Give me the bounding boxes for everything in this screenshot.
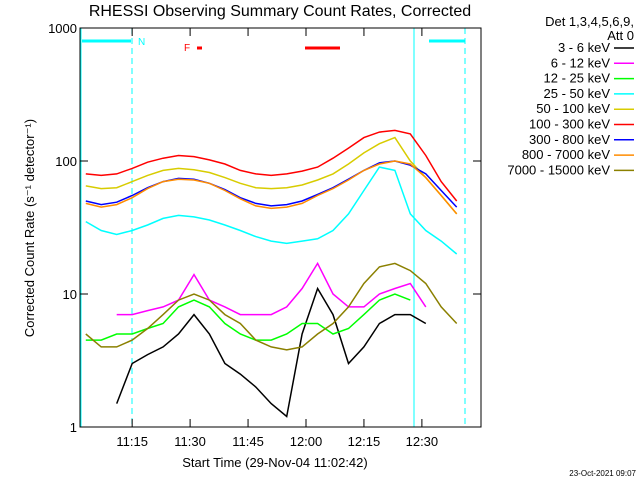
y-axis-label: Corrected Count Rate (s⁻¹ detector⁻¹) [22, 119, 37, 337]
series-line [85, 136, 458, 215]
series-line [85, 166, 458, 255]
y-tick-label: 10 [63, 287, 77, 302]
x-tick-label: 12:00 [290, 434, 323, 449]
series-line [116, 261, 427, 316]
series-line [85, 129, 458, 202]
plot-frame [79, 27, 482, 428]
footer-timestamp: 23-Oct-2021 09:07 [569, 469, 636, 478]
legend-title: Det 1,3,4,5,6,9, [545, 14, 634, 29]
x-tick-label: 12:15 [348, 434, 381, 449]
y-tick-label: 1 [70, 420, 77, 435]
x-tick-label: 11:45 [232, 434, 264, 449]
legend-label: 12 - 25 keV [544, 71, 611, 86]
x-tick-label: 11:15 [116, 434, 148, 449]
y-tick-label: 100 [55, 154, 77, 169]
legend-label: 7000 - 15000 keV [507, 162, 610, 177]
x-axis-label: Start Time (29-Nov-04 11:02:42) [182, 455, 367, 470]
flare-annotation: F [184, 43, 190, 54]
night-annotation: N [138, 37, 145, 48]
legend-label: 6 - 12 keV [551, 55, 611, 70]
series-line [85, 293, 411, 341]
series-line [116, 286, 427, 418]
series-line [85, 160, 458, 215]
legend-label: 25 - 50 keV [544, 86, 611, 101]
legend-title: Att 0 [607, 28, 634, 43]
y-tick-label: 1000 [48, 21, 77, 36]
legend-label: 800 - 7000 keV [522, 147, 611, 162]
x-tick-label: 12:30 [406, 434, 439, 449]
chart-title: RHESSI Observing Summary Count Rates, Co… [89, 3, 471, 20]
legend-label: 100 - 300 keV [529, 117, 610, 132]
series-line [85, 262, 458, 351]
x-tick-label: 11:30 [174, 434, 206, 449]
legend-label: 3 - 6 keV [558, 40, 610, 55]
legend-label: 300 - 800 keV [529, 132, 610, 147]
legend-label: 50 - 100 keV [536, 101, 610, 116]
